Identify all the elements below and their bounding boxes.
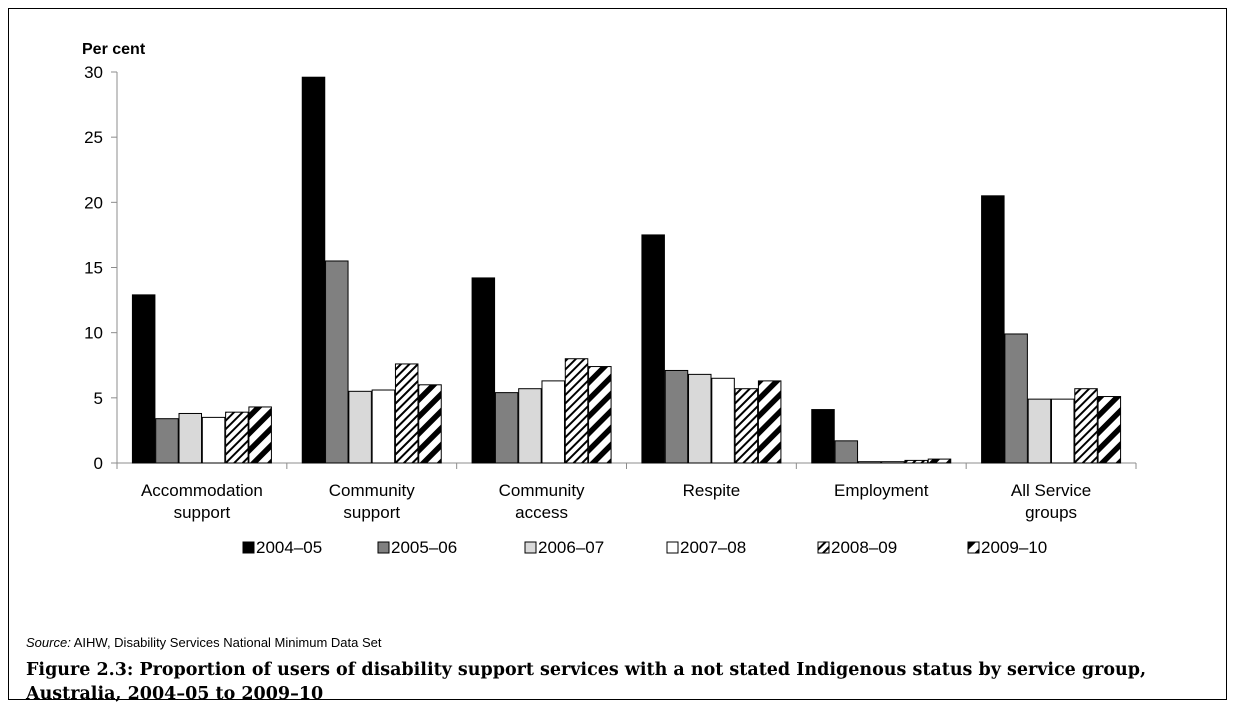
legend-swatch [817,541,830,554]
legend-label: 2006–07 [538,538,604,557]
y-tick-label: 30 [84,63,103,82]
bar [1027,398,1052,464]
legend-swatch [967,541,980,554]
legend-label: 2005–06 [391,538,457,557]
legend-label: 2009–10 [981,538,1047,557]
bar [757,380,782,464]
bar [471,277,496,464]
legend-label: 2004–05 [256,538,322,557]
figure-caption: Figure 2.3: Proportion of users of disab… [26,660,1147,704]
bar [131,294,156,464]
bar [664,369,689,464]
bar [881,461,905,464]
y-tick-label: 5 [94,389,103,408]
bar [857,461,882,464]
bar [834,440,859,464]
bar [225,411,249,464]
x-category-label: Community [499,481,585,500]
bar [301,76,326,464]
bar [927,458,952,464]
bar-chart: Per cent 0 5 10 15 20 25 30 Accommodation suppo… [82,41,1137,557]
source-label: Source: [26,635,71,650]
bar [155,418,179,464]
x-category-label: Community [329,481,415,500]
bar [518,388,542,464]
bar [348,390,372,464]
x-category-label: support [343,503,400,522]
legend-swatch [524,541,537,554]
bar [1097,396,1122,464]
bar [541,380,565,464]
x-category-label: Employment [834,481,929,500]
bar [688,373,712,464]
legend-swatch [666,541,679,554]
bar [494,392,519,464]
bar [811,409,835,464]
bar [248,406,272,464]
y-tick-label: 0 [94,454,103,473]
x-category-label: All Service [1011,481,1091,500]
y-tick-label: 15 [84,259,103,278]
x-category-label: access [515,503,568,522]
legend-swatch [377,541,390,554]
y-tick-label: 25 [84,128,103,147]
bar [371,389,396,464]
figure-frame [8,8,1227,700]
x-category-label: Accommodation [141,481,263,500]
source-text: AIHW, Disability Services National Minim… [73,635,382,650]
bar [564,358,589,464]
y-tick-label: 10 [84,324,103,343]
bar [394,363,419,464]
bar [711,377,735,464]
bar [641,234,665,464]
bar [1074,388,1098,464]
x-category-label: Respite [683,481,741,500]
x-category-label: support [174,503,231,522]
y-axis-label: Per cent [82,41,146,58]
bar [201,416,226,464]
bar [418,384,442,464]
bar [981,195,1005,464]
legend-label: 2007–08 [680,538,746,557]
source-note: Source: AIHW, Disability Services Nation… [26,635,381,650]
legend-label: 2008–09 [831,538,897,557]
legend-swatch [242,541,255,554]
bar [734,388,759,464]
bar [325,260,349,464]
bar [588,366,612,464]
bar [1050,398,1075,464]
x-category-label: groups [1025,503,1077,522]
y-tick-label: 20 [84,193,103,212]
bar [178,412,203,464]
bar [1004,333,1028,464]
bar [904,459,928,464]
